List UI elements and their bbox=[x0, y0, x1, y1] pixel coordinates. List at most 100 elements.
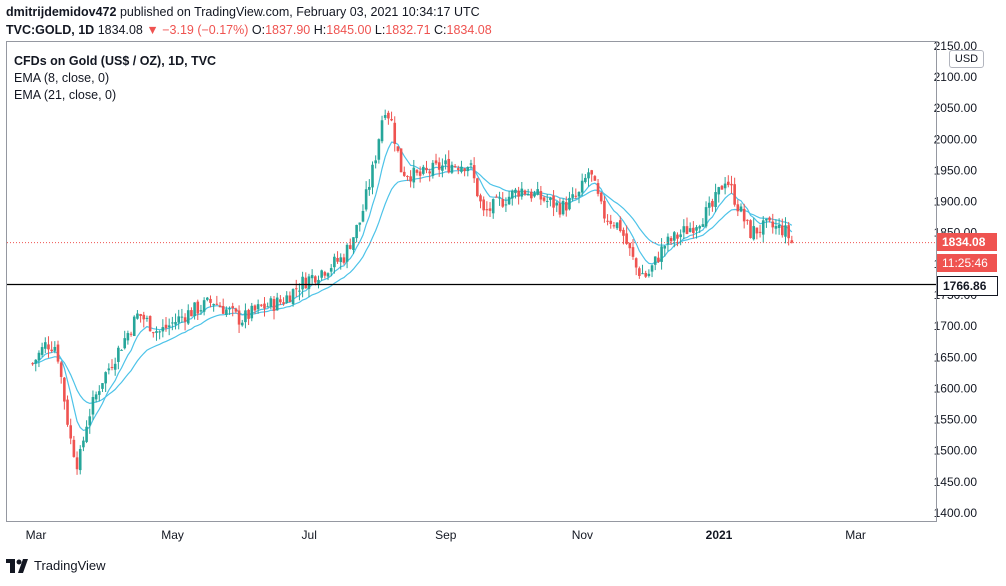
candle-body bbox=[425, 167, 428, 171]
candle-body bbox=[361, 210, 365, 222]
bar-countdown-tag: 11:25:46 bbox=[937, 254, 997, 272]
candle-body bbox=[707, 202, 711, 208]
candle-body bbox=[612, 225, 616, 227]
candle-body bbox=[355, 224, 358, 239]
candle-body bbox=[374, 160, 377, 164]
candle-body bbox=[730, 183, 733, 186]
candle-body bbox=[352, 237, 355, 251]
candle-body bbox=[768, 217, 771, 221]
candle-body bbox=[412, 167, 416, 183]
candle-body bbox=[377, 139, 381, 160]
ticker-line: TVC:GOLD, 1D 1834.08 ▼ −3.19 (−0.17%) O:… bbox=[6, 22, 492, 39]
candle-body bbox=[288, 295, 292, 303]
candle-body bbox=[206, 297, 209, 300]
candle-body bbox=[402, 171, 406, 176]
footer-brand[interactable]: TradingView bbox=[6, 558, 106, 573]
candle-body bbox=[723, 183, 727, 189]
candle-body bbox=[304, 277, 308, 289]
candle-body bbox=[495, 196, 498, 198]
candle-body bbox=[186, 310, 190, 324]
candle-body bbox=[253, 305, 257, 311]
candle-body bbox=[260, 304, 263, 306]
candle-body bbox=[301, 276, 304, 290]
candle-body bbox=[701, 224, 705, 227]
candle-body bbox=[555, 202, 559, 206]
candle-body bbox=[342, 257, 346, 263]
change-value: −3.19 (−0.17%) bbox=[162, 23, 249, 37]
candle-body bbox=[733, 184, 736, 205]
candle-body bbox=[263, 303, 266, 309]
candle-body bbox=[66, 399, 69, 425]
candle-body bbox=[212, 304, 215, 306]
candle-body bbox=[409, 176, 412, 182]
candle-body bbox=[501, 199, 505, 207]
candle-body bbox=[622, 229, 625, 236]
candle-body bbox=[771, 221, 775, 228]
open-value: 1837.90 bbox=[265, 23, 311, 37]
candle-body bbox=[215, 303, 219, 305]
candle-body bbox=[545, 200, 549, 202]
author-name[interactable]: dmitrijdemidov472 bbox=[6, 5, 117, 19]
currency-button[interactable]: USD bbox=[949, 50, 984, 68]
candle-body bbox=[269, 298, 273, 308]
legend-ema-fast[interactable]: EMA (8, close, 0) bbox=[14, 71, 110, 85]
candle-body bbox=[415, 170, 419, 173]
candle-body bbox=[742, 208, 746, 222]
candle-body bbox=[148, 316, 152, 332]
low-label: L: bbox=[374, 23, 386, 37]
candle-body bbox=[393, 122, 397, 144]
x-tick-label: Jul bbox=[302, 528, 317, 542]
chart-frame bbox=[6, 41, 937, 522]
candle-body bbox=[628, 243, 632, 249]
candle-body bbox=[399, 148, 403, 173]
candle-body bbox=[56, 344, 60, 362]
chart-legend: CFDs on Gold (US$ / OZ), 1D, TVC EMA (8,… bbox=[14, 53, 216, 104]
candle-body bbox=[82, 440, 85, 448]
candle-body bbox=[323, 272, 327, 276]
candle-body bbox=[78, 448, 82, 471]
candle-body bbox=[587, 172, 590, 179]
candle-body bbox=[225, 309, 228, 315]
candle-body bbox=[679, 234, 682, 238]
x-tick-label: May bbox=[161, 528, 184, 542]
candle-body bbox=[564, 202, 568, 211]
candle-body bbox=[466, 166, 470, 172]
candle-body bbox=[711, 201, 714, 207]
y-tick-label: 1600.00 bbox=[934, 381, 978, 395]
candle-body bbox=[434, 160, 438, 164]
candle-body bbox=[368, 186, 371, 190]
last-value: 1834.08 bbox=[97, 23, 143, 37]
candle-body bbox=[720, 185, 724, 190]
change-down-icon: ▼ bbox=[146, 23, 159, 37]
candle-body bbox=[428, 171, 431, 174]
candle-body bbox=[228, 308, 231, 310]
candle-body bbox=[126, 333, 130, 341]
candle-body bbox=[142, 314, 146, 320]
candle-body bbox=[101, 383, 104, 389]
legend-ema-slow[interactable]: EMA (21, close, 0) bbox=[14, 88, 117, 102]
candle-body bbox=[517, 190, 520, 197]
candle-body bbox=[533, 192, 536, 197]
candle-body bbox=[758, 231, 762, 233]
candle-body bbox=[726, 181, 730, 186]
candle-body bbox=[463, 168, 466, 172]
publish-info: published on TradingView.com, February 0… bbox=[119, 5, 480, 19]
candle-body bbox=[549, 197, 552, 200]
candle-body bbox=[456, 168, 460, 170]
candle-body bbox=[746, 219, 749, 221]
y-tick-label: 2000.00 bbox=[934, 132, 978, 146]
candle-body bbox=[790, 240, 794, 243]
candle-body bbox=[104, 372, 107, 384]
candle-body bbox=[107, 368, 111, 371]
candle-body bbox=[774, 226, 778, 229]
candle-body bbox=[161, 327, 165, 332]
candle-body bbox=[647, 273, 651, 276]
candle-body bbox=[307, 276, 311, 289]
candle-body bbox=[69, 425, 73, 439]
candle-body bbox=[336, 257, 339, 262]
candle-body bbox=[491, 199, 495, 214]
candle-body bbox=[476, 178, 479, 197]
ema-8-line bbox=[32, 141, 793, 432]
candle-body bbox=[333, 256, 336, 268]
